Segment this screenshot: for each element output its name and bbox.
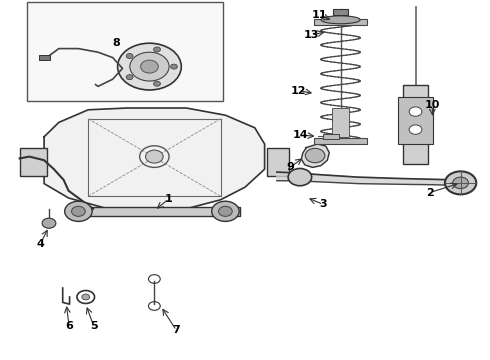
Circle shape — [146, 150, 163, 163]
Circle shape — [118, 43, 181, 90]
Bar — [333, 9, 348, 15]
Bar — [69, 207, 240, 216]
Bar — [267, 148, 289, 176]
Text: 4: 4 — [36, 239, 44, 249]
Circle shape — [409, 125, 422, 134]
Circle shape — [409, 107, 422, 116]
Polygon shape — [277, 172, 461, 185]
Circle shape — [153, 81, 160, 86]
Circle shape — [212, 201, 239, 221]
Text: 7: 7 — [172, 325, 180, 336]
Circle shape — [126, 75, 133, 80]
Bar — [314, 19, 368, 25]
Circle shape — [153, 47, 160, 52]
Text: 3: 3 — [319, 199, 327, 210]
Text: 6: 6 — [65, 321, 73, 331]
Polygon shape — [44, 108, 265, 209]
Bar — [27, 2, 223, 101]
Bar — [314, 138, 368, 144]
Bar — [20, 148, 47, 176]
Text: 11: 11 — [312, 10, 327, 20]
Text: 9: 9 — [286, 162, 294, 172]
Circle shape — [72, 206, 85, 216]
Text: 5: 5 — [90, 321, 98, 331]
Circle shape — [82, 294, 90, 300]
Text: 1: 1 — [165, 194, 173, 204]
Circle shape — [126, 54, 133, 59]
Bar — [332, 108, 349, 137]
Circle shape — [288, 168, 312, 186]
Circle shape — [453, 177, 468, 189]
Text: 10: 10 — [424, 100, 440, 110]
Bar — [398, 97, 433, 144]
Circle shape — [445, 171, 476, 194]
Bar — [39, 55, 50, 60]
Text: 13: 13 — [303, 30, 319, 40]
Circle shape — [65, 201, 92, 221]
Circle shape — [219, 206, 232, 216]
Text: 12: 12 — [291, 86, 307, 96]
Bar — [323, 134, 339, 139]
Circle shape — [141, 60, 158, 73]
Circle shape — [130, 52, 169, 81]
Text: 8: 8 — [112, 38, 120, 48]
Text: 2: 2 — [426, 188, 434, 198]
Text: 14: 14 — [293, 130, 308, 140]
Ellipse shape — [321, 16, 360, 24]
Bar — [403, 85, 428, 164]
Circle shape — [42, 218, 56, 228]
Polygon shape — [301, 144, 329, 167]
Circle shape — [305, 148, 325, 163]
Circle shape — [171, 64, 177, 69]
